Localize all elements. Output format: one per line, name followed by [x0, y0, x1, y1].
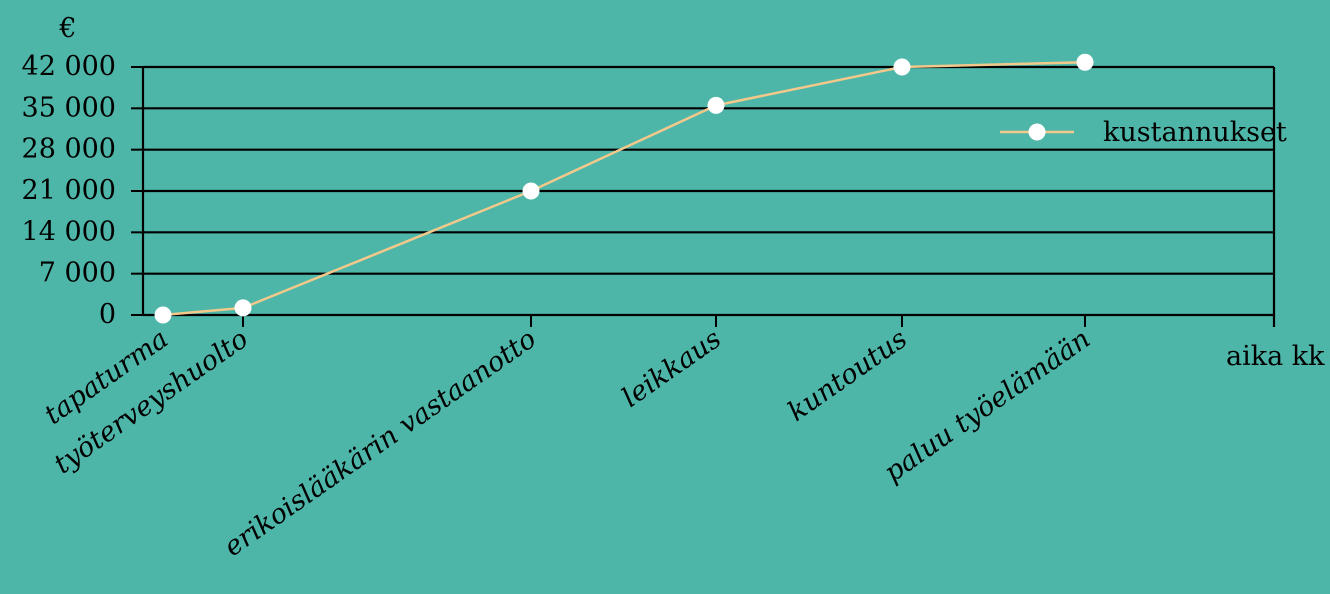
- x-tick-label: erikoislääkärin vastaanotto: [218, 323, 542, 562]
- grid-lines: [143, 65, 1274, 275]
- y-tick-label: 28 000: [22, 134, 116, 165]
- y-tick-label: 14 000: [22, 216, 116, 247]
- y-tick-label: 7 000: [39, 258, 116, 289]
- data-point: [707, 96, 725, 114]
- x-tick-label: kuntoutus: [782, 323, 913, 427]
- y-tick-labels: 0 7 000 14 000 21 000 28 000 35 000 42 000: [22, 51, 116, 330]
- y-axis-unit-label: €: [58, 13, 76, 44]
- y-tick-label: 42 000: [22, 51, 116, 82]
- legend: kustannukset: [1000, 117, 1287, 148]
- x-axis-label: aika kk: [1226, 341, 1325, 372]
- legend-marker: [1028, 123, 1046, 141]
- data-point: [522, 182, 540, 200]
- x-tick-label: leikkaus: [616, 323, 727, 413]
- y-tick-label: 0: [99, 299, 116, 330]
- series-layer: [154, 53, 1094, 324]
- data-point: [234, 299, 252, 317]
- y-tick-label: 21 000: [22, 175, 116, 206]
- data-point: [1076, 53, 1094, 71]
- legend-label: kustannukset: [1103, 117, 1287, 148]
- series-line-kustannukset: [161, 61, 1087, 317]
- axes: [131, 66, 1276, 327]
- y-tick-label: 35 000: [22, 92, 116, 123]
- x-tick-labels: tapaturmatyöterveyshuoltoerikoislääkärin…: [39, 323, 1096, 562]
- data-point: [154, 306, 172, 324]
- data-point: [893, 58, 911, 76]
